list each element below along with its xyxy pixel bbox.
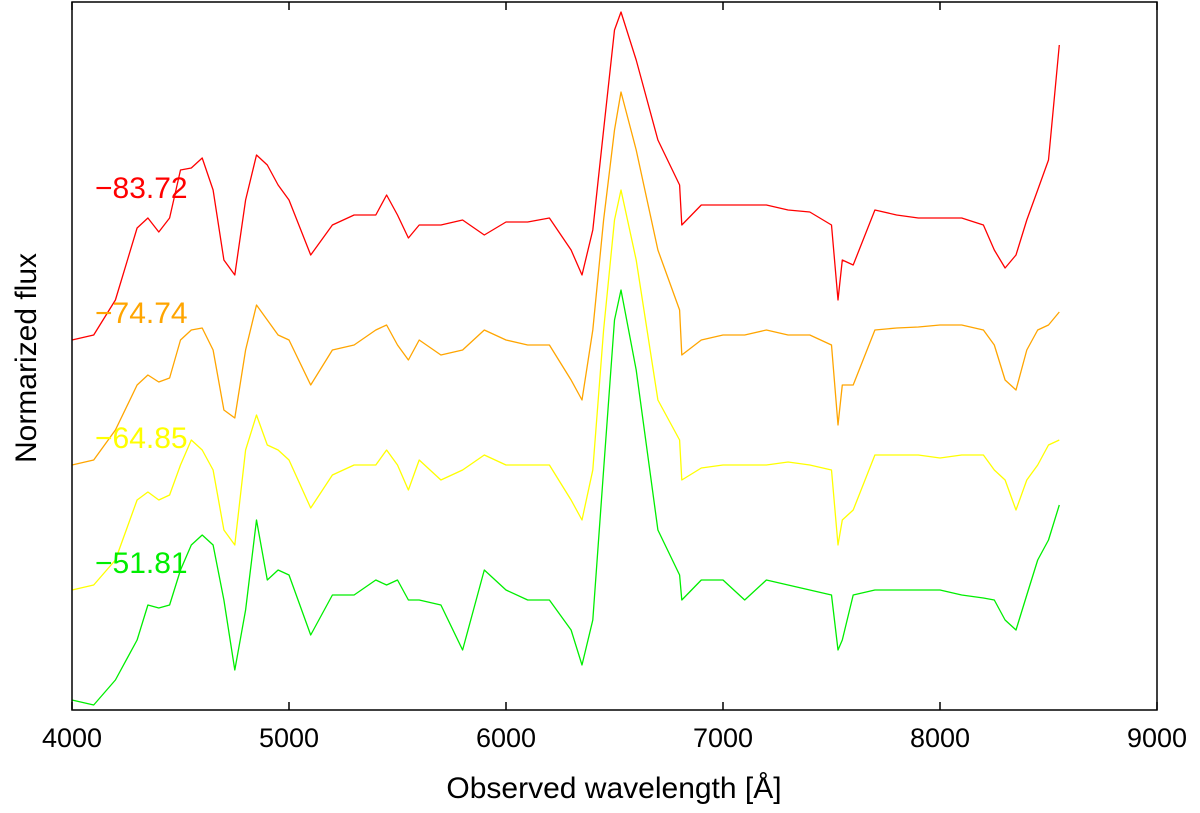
- x-tick-label: 5000: [259, 723, 319, 753]
- x-tick-label: 8000: [910, 723, 970, 753]
- x-axis-label: Observed wavelength [Å]: [446, 772, 781, 805]
- x-tick-label: 6000: [476, 723, 536, 753]
- series-label: −64.85: [95, 422, 188, 455]
- spectrum-line: [71, 289, 1060, 706]
- x-tick-label: 9000: [1127, 723, 1187, 753]
- y-axis-label: Normarized flux: [10, 253, 43, 463]
- x-tick-label: 7000: [693, 723, 753, 753]
- spectrum-line: [71, 11, 1060, 341]
- series-label: −51.81: [95, 547, 188, 580]
- plot-frame: [71, 1, 1158, 711]
- series-label: −74.74: [95, 297, 188, 330]
- spectrum-line: [71, 91, 1060, 466]
- series-label: −83.72: [95, 172, 188, 205]
- spectrum-line: [71, 189, 1060, 591]
- x-tick-label: 4000: [42, 723, 102, 753]
